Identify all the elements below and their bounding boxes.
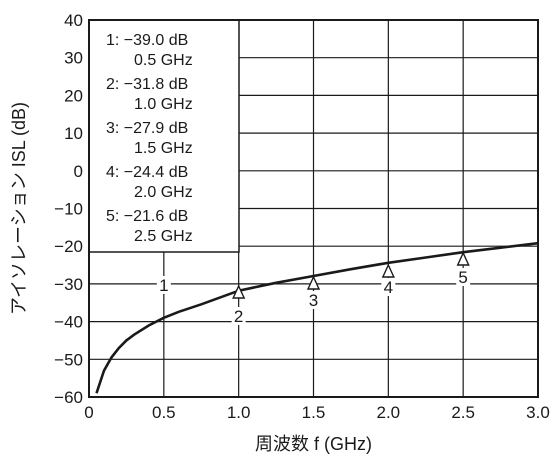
y-tick-label: 0 bbox=[74, 162, 83, 181]
plot-frame bbox=[88, 19, 539, 398]
x-tick-label: 2.5 bbox=[451, 403, 475, 422]
x-axis-label: 周波数 f (GHz) bbox=[255, 434, 372, 454]
marker-triangle bbox=[381, 263, 395, 278]
x-tick-label: 2.0 bbox=[377, 403, 401, 422]
marker-label-bg bbox=[381, 278, 396, 296]
legend-entry-frequency: 2.5 GHz bbox=[134, 228, 193, 245]
x-tick-label: 0.5 bbox=[152, 403, 176, 422]
x-tick-label: 1.0 bbox=[227, 403, 251, 422]
marker-label: 3 bbox=[309, 291, 318, 310]
marker-label-bg bbox=[306, 291, 321, 309]
legend-entry-frequency: 1.0 GHz bbox=[134, 96, 193, 113]
legend-entry-value: 2: −31.8 dB bbox=[106, 76, 188, 93]
y-tick-label: −20 bbox=[54, 237, 83, 256]
legend-entry-value: 5: −21.6 dB bbox=[106, 208, 188, 225]
x-tick-labels: 0 0.5 1.0 1.5 2.0 2.5 3.0 bbox=[84, 403, 550, 422]
legend-entry-frequency: 2.0 GHz bbox=[134, 184, 193, 201]
legend-entry-frequency: 0.5 GHz bbox=[134, 52, 193, 69]
marker-label: 4 bbox=[384, 278, 393, 297]
y-tick-label: −30 bbox=[54, 275, 83, 294]
marker-label: 5 bbox=[458, 268, 467, 287]
y-tick-label: −40 bbox=[54, 313, 83, 332]
marker-label-bg bbox=[456, 268, 471, 286]
y-tick-label: 40 bbox=[64, 11, 83, 30]
marker-label-bg bbox=[156, 276, 171, 294]
y-tick-labels: 40 30 20 10 0 −10 −20 −30 −40 −50 −60 bbox=[54, 11, 83, 407]
legend-entry-value: 1: −39.0 dB bbox=[106, 32, 188, 49]
isolation-curve bbox=[95, 241, 539, 394]
y-tick-label: 20 bbox=[64, 86, 83, 105]
y-tick-label: 30 bbox=[64, 49, 83, 68]
x-tick-label: 0 bbox=[84, 403, 93, 422]
x-tick-label: 3.0 bbox=[526, 403, 550, 422]
legend-entry-value: 3: −27.9 dB bbox=[106, 120, 188, 137]
marker-label: 2 bbox=[234, 307, 243, 326]
marker-label: 1 bbox=[159, 276, 168, 295]
marker-triangle bbox=[232, 284, 246, 299]
x-tick-label: 1.5 bbox=[302, 403, 326, 422]
legend-entry-value: 4: −24.4 dB bbox=[106, 164, 188, 181]
y-tick-label: 10 bbox=[64, 124, 83, 143]
marker-triangle bbox=[306, 275, 321, 290]
legend-entry-frequency: 1.5 GHz bbox=[134, 140, 193, 157]
marker-triangle bbox=[456, 251, 470, 266]
marker-label-bg bbox=[231, 307, 246, 325]
markers: 1 2 3 4 5 bbox=[156, 251, 471, 326]
y-tick-label: −60 bbox=[54, 388, 83, 407]
y-tick-label: −10 bbox=[54, 200, 83, 219]
legend-box bbox=[88, 19, 240, 253]
y-axis-label: アイソレーション ISL (dB) bbox=[9, 102, 29, 315]
y-tick-label: −50 bbox=[54, 350, 83, 369]
legend: 1: −39.0 dB 0.5 GHz 2: −31.8 dB 1.0 GHz 3: −… bbox=[106, 32, 193, 245]
